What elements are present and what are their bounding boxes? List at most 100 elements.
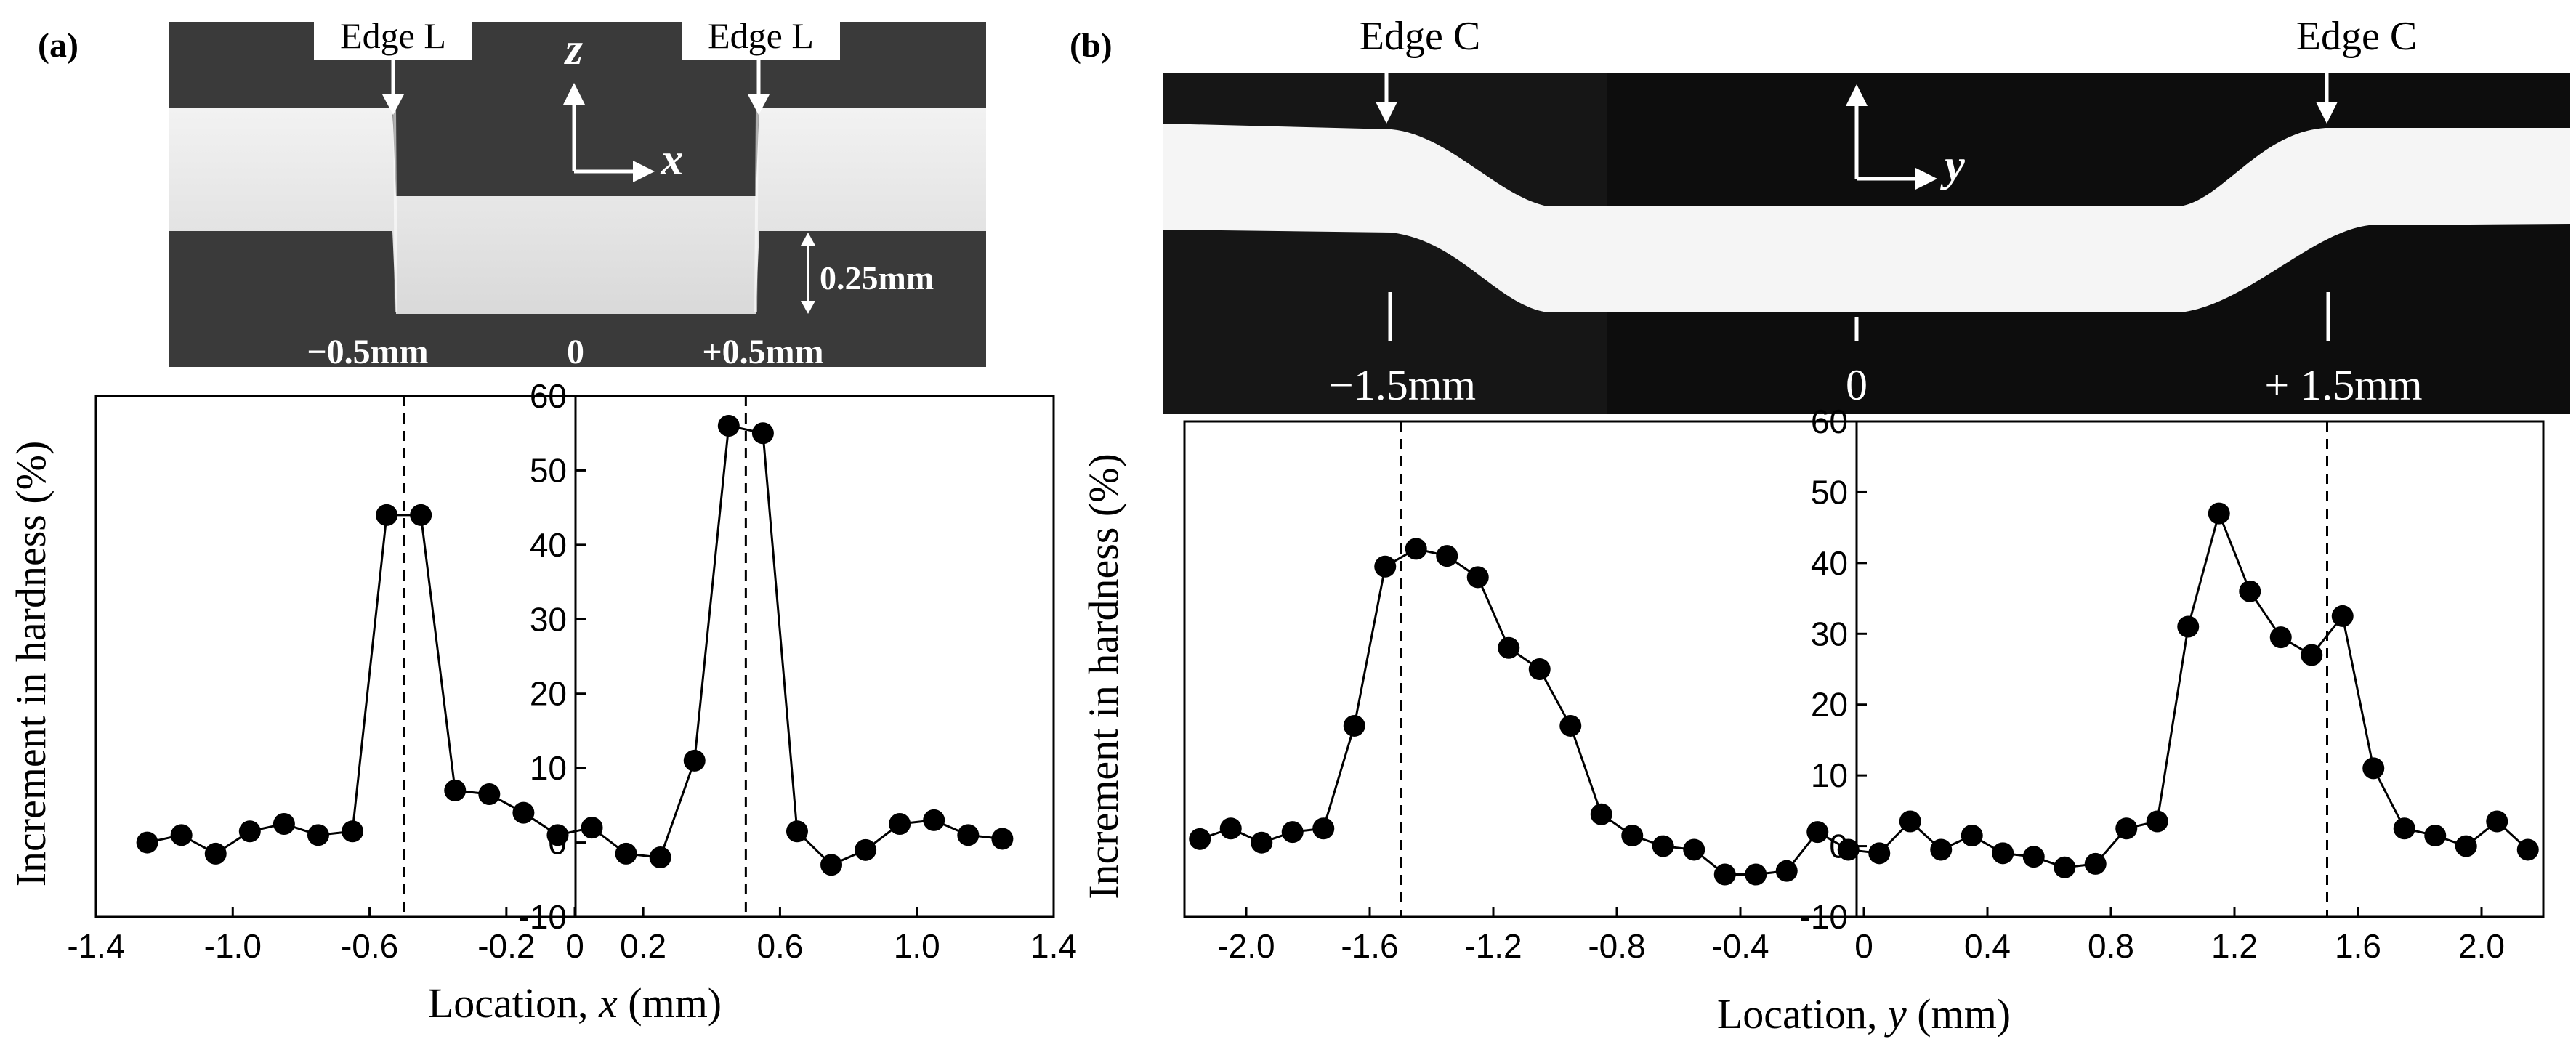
chart-b-xtick-label: -0.8 (1588, 927, 1645, 965)
micrograph-a-metal-strip (169, 108, 986, 314)
chart-b-data-point (2301, 644, 2323, 666)
chart-b-data-point (2362, 757, 2385, 780)
chart-b-data-point (1837, 838, 1860, 861)
panel-a: (a) Edge L Edge L z x 0.25mm (7, 10, 1077, 1027)
chart-b-data-point (1374, 555, 1397, 578)
chart-a-xtick-label: -0.6 (341, 927, 398, 965)
callout-b-right-text: Edge C (2296, 14, 2417, 59)
chart-b-xlabel-unit: (mm) (1907, 990, 2011, 1038)
chart-b-data-point (2115, 817, 2138, 840)
chart-b-data-point (1930, 838, 1953, 861)
chart-a-data-point (444, 779, 467, 801)
chart-b-data-point (2424, 824, 2447, 846)
chart-b-ytick-label: 10 (1811, 756, 1848, 794)
chart-a-ytick-label: 10 (530, 749, 567, 787)
micrograph-b-metal-strip (1163, 124, 2570, 312)
chart-a-ytick-label: 50 (530, 451, 567, 489)
chart-a-xtick-label: -1.0 (204, 927, 262, 965)
chart-a-ytick-label: 20 (530, 675, 567, 713)
chart-a-xtick-label: 0.6 (756, 927, 803, 965)
chart-b-data-point (1745, 863, 1767, 886)
chart-a-xtick-label: 1.0 (894, 927, 940, 965)
panel-b-label: (b) (1070, 26, 1113, 65)
chart-a-data-point (751, 422, 774, 445)
panel-a-label: (a) (38, 26, 78, 65)
chart-b-data-point (1343, 714, 1365, 737)
chart-a-data-point (342, 820, 364, 843)
chart-b-ytick-label: 50 (1811, 473, 1848, 511)
chart-a-data-point (683, 749, 706, 772)
chart-b-xlabel: Location, y (mm) (1717, 990, 2011, 1038)
position-b-left: −1.5mm (1329, 361, 1476, 409)
axes-a-x-label: x (661, 135, 684, 185)
chart-a-xtick-label: 1.4 (1030, 927, 1077, 965)
chart-a-data-point (512, 801, 535, 824)
chart-a-data-point (546, 824, 569, 846)
chart-a-data-point (238, 820, 261, 843)
chart-b-data-point (2331, 605, 2354, 627)
callout-a-right-arrowhead (748, 94, 770, 115)
chart-b-xtick-label: 1.6 (2335, 927, 2381, 965)
chart-a-data-point (170, 824, 193, 846)
chart-b-data-point (2393, 817, 2415, 840)
thickness-a-label: 0.25mm (820, 259, 934, 296)
chart-a: -100102030405060-1.4-1.0-0.6-0.200.20.61… (7, 377, 1077, 1027)
chart-a-data-point (478, 783, 501, 805)
chart-a-xlabel-unit: (mm) (618, 979, 722, 1027)
micrograph-a-left-wall (393, 108, 397, 313)
chart-b: -100102030405060-2.0-1.6-1.2-0.8-0.400.4… (1080, 403, 2545, 1038)
chart-b-data-point (1868, 842, 1891, 865)
chart-a-ylabel: Increment in hardness (%) (7, 441, 54, 887)
micrograph-b: Edge C Edge C z y −1.5mm 0 + 1.5mm (1163, 0, 2570, 414)
chart-b-data-point (1498, 636, 1520, 659)
callout-b-left-arrowhead (1376, 102, 1397, 124)
chart-a-data-point (649, 846, 671, 869)
chart-b-xlabel-variable: y (1884, 990, 1907, 1038)
chart-a-data-point (923, 809, 945, 831)
chart-b-data-point (1590, 803, 1612, 825)
chart-b-xtick-label: -1.2 (1464, 927, 1522, 965)
chart-a-ytick-label: -10 (519, 898, 567, 936)
axes-b-z-label: z (1865, 31, 1883, 80)
chart-a-ytick-label: 30 (530, 600, 567, 638)
chart-b-xtick-label: -0.4 (1711, 927, 1769, 965)
chart-b-xtick-label: -2.0 (1217, 927, 1275, 965)
chart-b-ytick-label: 30 (1811, 615, 1848, 652)
chart-a-data-point (786, 820, 808, 843)
chart-b-data-point (2486, 810, 2508, 833)
chart-b-xtick-label: 0 (1854, 927, 1873, 965)
chart-a-xtick-label: 0 (565, 927, 584, 965)
micrograph-a-right-wall (754, 108, 759, 313)
chart-a-data-point (136, 831, 158, 854)
chart-b-data-point (1466, 566, 1489, 589)
chart-b-xtick-label: 2.0 (2458, 927, 2505, 965)
chart-b-data-point (1559, 714, 1582, 737)
chart-a-data-point (889, 812, 911, 835)
panel-b: (b) Edge C Edge C z y −1.5mm (1070, 0, 2570, 1038)
chart-b-xlabel-prefix: Location, (1717, 990, 1888, 1038)
chart-b-data-point (2054, 856, 2076, 878)
position-b-right: + 1.5mm (2264, 361, 2422, 409)
chart-a-data-point (581, 817, 603, 839)
callout-b-left-text: Edge C (1360, 14, 1480, 59)
position-a-center: 0 (567, 333, 584, 371)
chart-b-ytick-label: 20 (1811, 686, 1848, 724)
chart-b-data-point (1251, 831, 1273, 854)
chart-a-ytick-label: 60 (530, 377, 567, 415)
chart-b-data-point (1621, 824, 1644, 846)
chart-b-data-point (1436, 545, 1458, 567)
callout-a-right-text: Edge L (708, 15, 814, 56)
chart-a-data-point (820, 854, 843, 876)
chart-b-data-point (1775, 860, 1798, 882)
callout-b-left-box (1325, 0, 1515, 68)
callout-b-right-box (2260, 0, 2453, 68)
chart-b-data-point (2239, 580, 2261, 602)
callout-a-left-arrowhead (382, 94, 404, 115)
chart-a-data-point (376, 504, 398, 526)
chart-b-data-point (1528, 658, 1551, 680)
callout-a-left-box (314, 10, 472, 60)
chart-b-ytick-label: -10 (1800, 898, 1848, 936)
chart-b-data-point (2269, 626, 2292, 649)
chart-a-data-point (991, 828, 1014, 850)
